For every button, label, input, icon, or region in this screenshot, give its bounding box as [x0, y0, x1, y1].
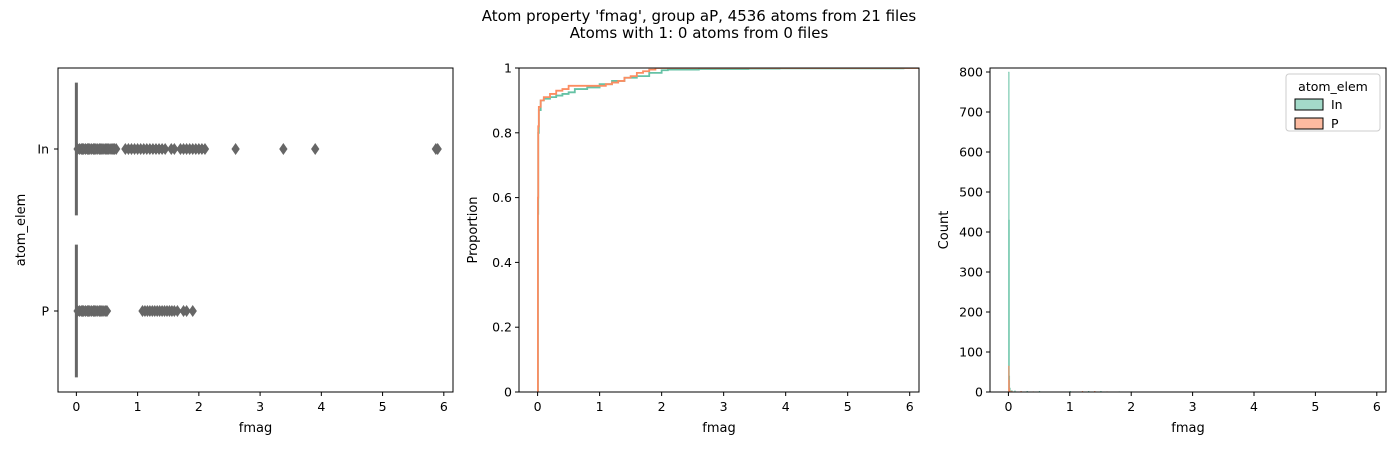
y-tick-label: 0.2: [492, 320, 512, 335]
outlier-point-P: [173, 304, 182, 318]
plot-area: [1008, 71, 1133, 392]
histogram-bar-In: [1008, 219, 1010, 392]
x-tick-label: 0: [534, 399, 542, 414]
x-tick-label: 3: [256, 399, 264, 414]
x-axis-label: fmag: [1171, 421, 1204, 436]
x-tick-label: 4: [782, 399, 790, 414]
x-tick-label: 2: [195, 399, 203, 414]
y-tick-label: 800: [959, 65, 983, 80]
x-tick-label: 3: [720, 399, 728, 414]
legend-swatch-P: [1294, 117, 1324, 130]
y-tick-label: 0.8: [492, 125, 512, 140]
boxplot-panel: 0 1 2 3 4 5 6 fmag atom_elem In P: [14, 67, 454, 436]
x-tick-label: 3: [1189, 399, 1197, 414]
ecdf-line-P: [537, 68, 919, 392]
legend-title: atom_elem: [1298, 79, 1368, 94]
outlier-point-In: [433, 142, 442, 156]
x-axis-label: fmag: [239, 421, 272, 436]
y-axis-label: Count: [937, 211, 952, 250]
legend-swatch-In: [1294, 98, 1324, 111]
y-tick-label: 1: [504, 61, 512, 76]
x-tick-label: 2: [1127, 399, 1135, 414]
category-label: In: [37, 142, 49, 157]
legend-frame: [1285, 73, 1381, 132]
x-tick-label: 1: [134, 399, 142, 414]
histogram-bar-P: [1008, 379, 1010, 392]
axes-frame: [518, 67, 920, 393]
ecdf-line-In: [537, 68, 919, 392]
histogram-panel: 0 1 2 3 4 5 6 fmag 0 100 200 300 400 500 600 700 800 Coun…: [937, 65, 1387, 436]
category-label: P: [41, 304, 49, 319]
outlier-point-In: [311, 142, 320, 156]
outlier-point-In: [231, 142, 240, 156]
legend-label-P: P: [1331, 116, 1339, 131]
y-tick-label: 0.4: [492, 255, 512, 270]
x-tick-label: 0: [1004, 399, 1012, 414]
figure-title-line-2: Atoms with 1: 0 atoms from 0 files: [570, 24, 829, 42]
outlier-point-In: [200, 142, 210, 156]
y-axis-label: atom_elem: [14, 194, 29, 266]
y-axis-label: Proportion: [466, 196, 481, 263]
x-tick-label: 5: [844, 399, 852, 414]
y-tick-label: 0: [504, 385, 512, 400]
ecdf-panel: 0 1 2 3 4 5 6 fmag 0 0.2 0.4 0.6 0.8 1 Proportion: [466, 61, 920, 436]
figure-title-line-1: Atom property 'fmag', group aP, 4536 ato…: [482, 7, 917, 25]
histogram-bar-P: [1008, 365, 1010, 392]
x-tick-label: 6: [440, 399, 448, 414]
x-tick-label: 4: [1250, 399, 1258, 414]
y-tick-label: 0.6: [492, 190, 512, 205]
x-tick-label: 5: [1311, 399, 1319, 414]
x-tick-label: 1: [1066, 399, 1074, 414]
x-tick-label: 4: [317, 399, 325, 414]
y-tick-label: 200: [959, 305, 983, 320]
outlier-point-P: [102, 304, 112, 318]
plot-area: [537, 68, 919, 392]
axes-frame: [57, 67, 454, 393]
y-tick-label: 500: [959, 185, 983, 200]
y-tick-label: 0: [975, 385, 983, 400]
x-tick-label: 2: [658, 399, 666, 414]
outlier-point-In: [161, 142, 170, 156]
outlier-point-In: [279, 142, 288, 156]
x-tick-label: 6: [1373, 399, 1381, 414]
y-tick-label: 100: [959, 345, 983, 360]
y-tick-label: 600: [959, 145, 983, 160]
outlier-point-In: [112, 142, 121, 156]
legend: atom_elem In P: [1285, 73, 1381, 132]
outlier-point-P: [188, 304, 197, 318]
x-tick-label: 0: [72, 399, 80, 414]
y-tick-label: 400: [959, 225, 983, 240]
x-tick-label: 1: [596, 399, 604, 414]
x-axis-label: fmag: [702, 421, 735, 436]
legend-label-In: In: [1331, 97, 1343, 112]
outlier-point-P: [182, 304, 191, 318]
axes-frame: [989, 67, 1387, 393]
plot-area: [73, 82, 442, 378]
x-tick-label: 5: [379, 399, 387, 414]
y-tick-label: 700: [959, 105, 983, 120]
x-tick-label: 6: [906, 399, 914, 414]
outlier-point-In: [170, 142, 179, 156]
y-tick-label: 300: [959, 265, 983, 280]
